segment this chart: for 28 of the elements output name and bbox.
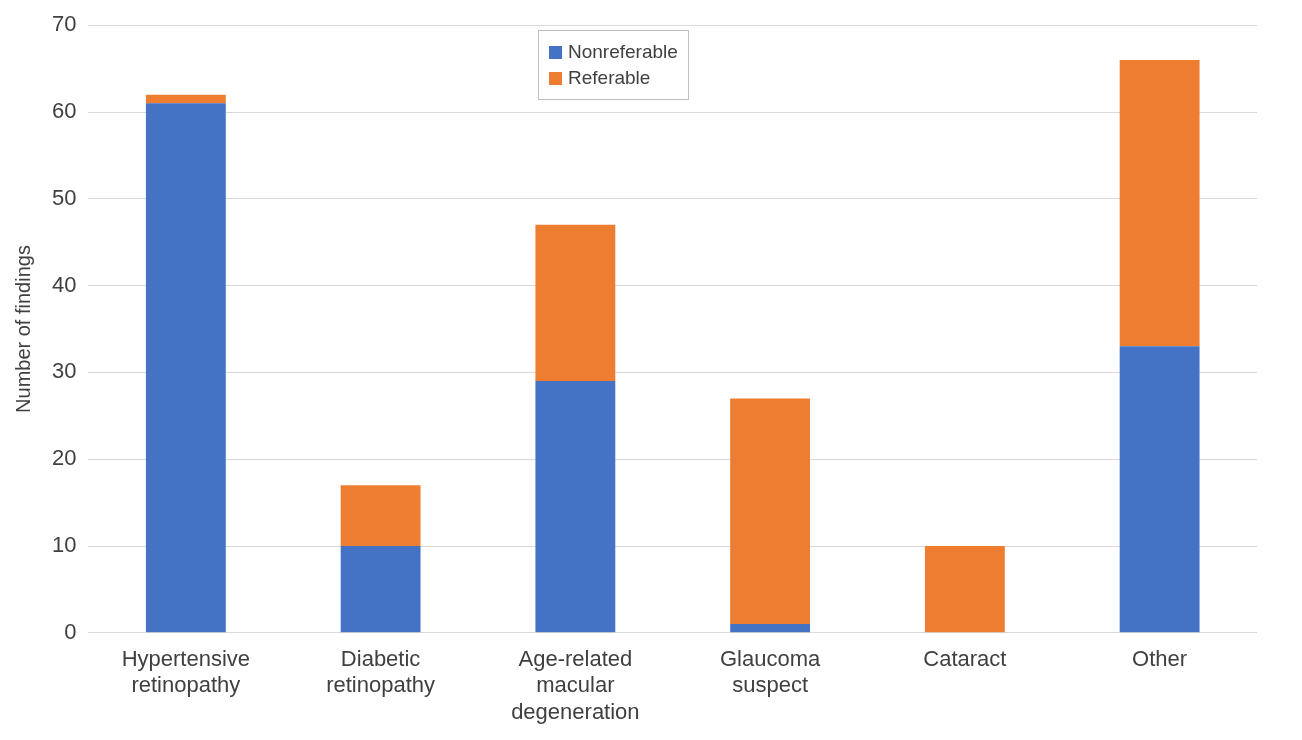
y-tick-label: 30 (51, 358, 77, 384)
bar (535, 381, 616, 633)
y-tick-label: 60 (51, 98, 77, 124)
bar (1119, 346, 1200, 633)
x-tick-label: Hypertensive retinopathy (121, 646, 251, 698)
y-tick-label: 10 (51, 532, 77, 558)
x-tick-label: Glaucoma suspect (719, 646, 821, 698)
bar (730, 398, 811, 625)
bar (730, 624, 811, 633)
y-axis-title: Number of findings (11, 245, 34, 413)
y-tick-label: 50 (51, 184, 77, 210)
y-tick-label: 70 (51, 11, 77, 37)
legend-label: Referable (568, 67, 651, 89)
y-tick-label: 40 (51, 271, 77, 297)
y-tick-label: 20 (51, 445, 77, 471)
x-tick-label: Age-related macular degeneration (511, 646, 640, 724)
bar (1119, 59, 1200, 347)
legend-label: Nonreferable (568, 41, 678, 63)
bar (535, 224, 616, 382)
bar (340, 485, 421, 546)
bar (340, 546, 421, 633)
x-tick-label: Other (1132, 646, 1188, 672)
bar (145, 103, 226, 633)
bar (145, 94, 226, 104)
x-tick-label: Diabetic retinopathy (326, 646, 436, 698)
y-tick-label: 0 (64, 618, 77, 644)
bar (924, 546, 1005, 633)
x-tick-label: Cataract (923, 646, 1007, 672)
